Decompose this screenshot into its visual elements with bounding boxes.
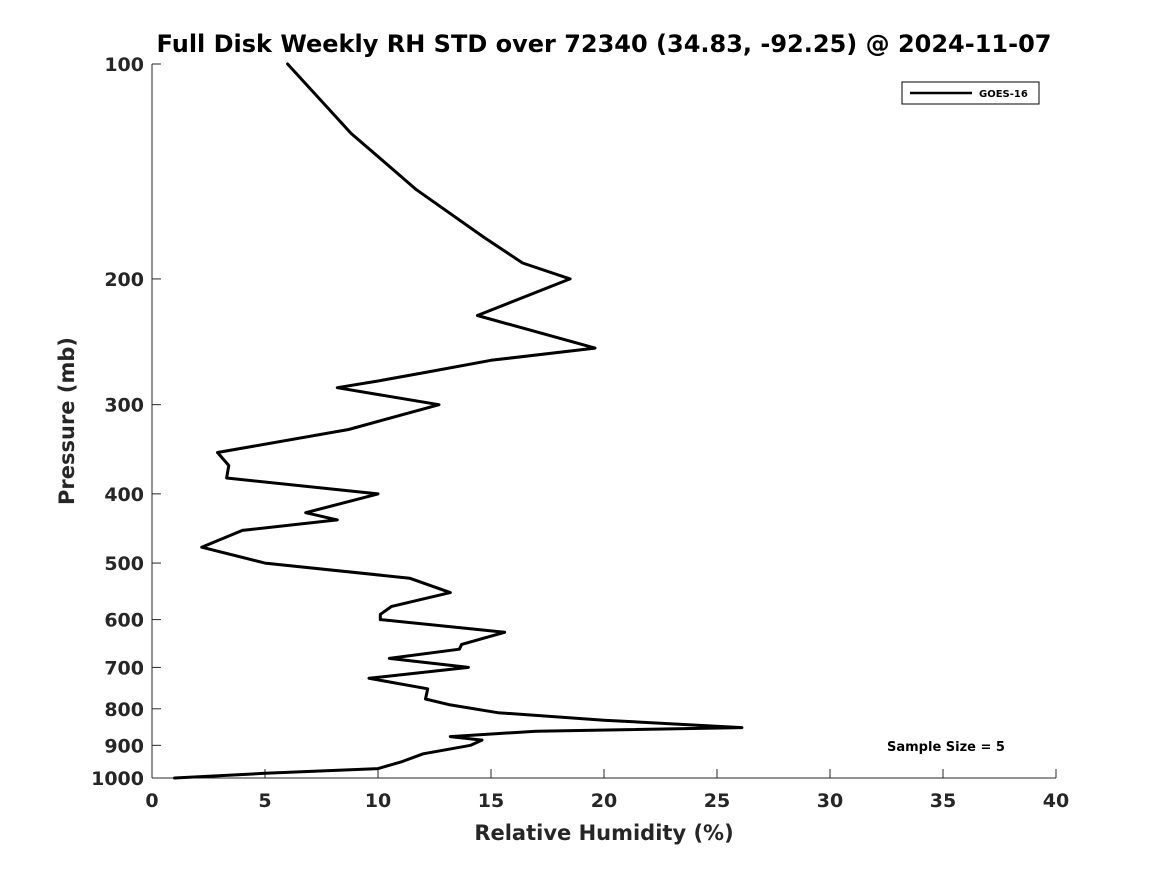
x-tick-label: 40: [1043, 790, 1069, 812]
x-tick-label: 30: [817, 790, 843, 812]
x-tick-label: 20: [591, 790, 617, 812]
legend: GOES-16: [901, 81, 1040, 105]
y-tick-label: 400: [104, 484, 144, 506]
y-tick-label: 600: [104, 610, 144, 632]
x-tick-label: 25: [704, 790, 730, 812]
y-tick-label: 300: [104, 395, 144, 417]
series-layer: [173, 62, 744, 780]
x-axis-label: Relative Humidity (%): [474, 821, 733, 845]
sample-size-annotation: Sample Size = 5: [887, 740, 1005, 755]
x-tick-label: 10: [365, 790, 391, 812]
x-tick-label: 5: [258, 790, 271, 812]
y-tick-label: 100: [104, 54, 144, 76]
y-tick-label: 1000: [91, 768, 144, 790]
x-tick-label: 15: [478, 790, 504, 812]
y-tick-label: 700: [104, 657, 144, 679]
x-tick-label: 35: [930, 790, 956, 812]
y-tick-label: 500: [104, 553, 144, 575]
series-line-goes-16: [173, 62, 744, 780]
legend-label-goes-16: GOES-16: [979, 89, 1028, 100]
y-axis-label: Pressure (mb): [55, 337, 79, 505]
axes: 0 5 10 15 20 25 30 35 40 100 200 300 400 500 600 700 800…: [91, 54, 1069, 812]
x-tick-label: 0: [145, 790, 158, 812]
chart-title: Full Disk Weekly RH STD over 72340 (34.8…: [157, 30, 1052, 58]
y-axis-label-group: Pressure (mb): [55, 337, 79, 505]
y-tick-label: 800: [104, 699, 144, 721]
y-tick-label: 900: [104, 735, 144, 757]
y-tick-label: 200: [104, 269, 144, 291]
